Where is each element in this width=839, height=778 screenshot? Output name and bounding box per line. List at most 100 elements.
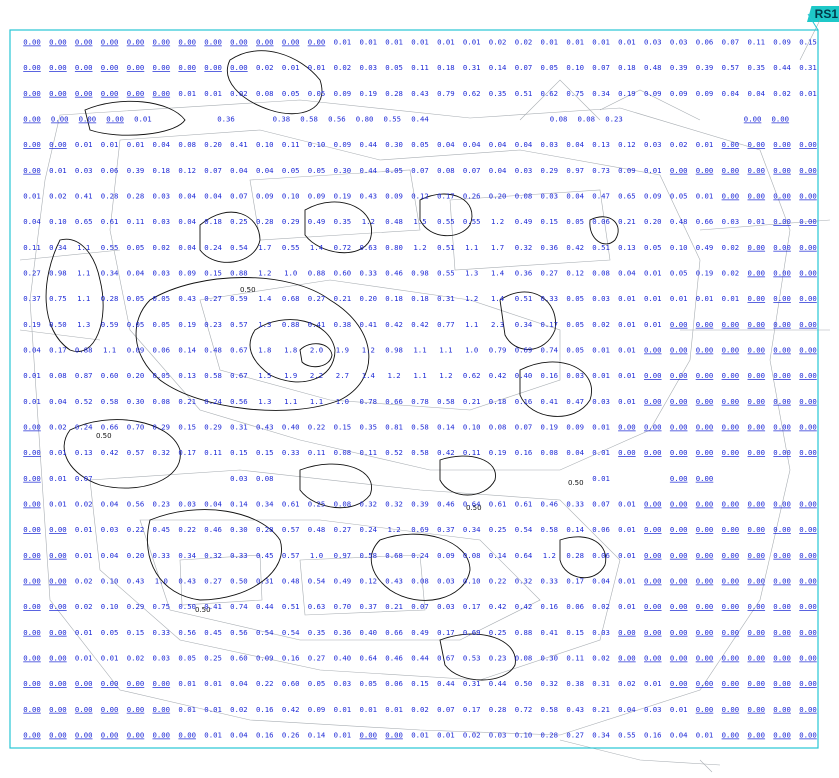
grid-value: 0.01 (49, 448, 67, 457)
grid-value: 0.56 (230, 397, 248, 406)
grid-value: 0.01 (23, 397, 41, 406)
grid-value: 0.48 (308, 525, 326, 534)
grid-value: 0.02 (463, 731, 481, 740)
grid-value: 0.28 (489, 705, 507, 714)
grid-value: 0.49 (308, 217, 326, 226)
grid-value: 0.01 (644, 320, 662, 329)
grid-value: 0.00 (748, 397, 766, 406)
grid-value: 0.44 (773, 63, 791, 72)
grid-value: 0.36 (515, 269, 533, 278)
grid-value: 0.14 (178, 346, 196, 355)
grid-value: 1.1 (77, 243, 90, 252)
grid-value: 0.51 (592, 243, 610, 252)
grid-value: 0.01 (799, 89, 817, 98)
grid-value: 0.00 (722, 705, 740, 714)
grid-value: 0.09 (256, 192, 274, 201)
grid-value: 0.03 (101, 525, 119, 534)
grid-value: 0.00 (748, 192, 766, 201)
grid-value: 0.88 (308, 269, 326, 278)
grid-value: 0.54 (230, 243, 248, 252)
grid-value: 0.41 (541, 397, 559, 406)
grid-value: 0.06 (101, 166, 119, 175)
grid-value: 0.66 (385, 397, 403, 406)
grid-value: 0.00 (49, 628, 67, 637)
grid-value: 0.38 (273, 115, 291, 124)
grid-value: 0.40 (360, 628, 378, 637)
grid-value: 0.41 (541, 628, 559, 637)
grid-value: 0.00 (75, 731, 93, 740)
grid-value: 0.00 (75, 38, 93, 47)
grid-value: 0.31 (463, 63, 481, 72)
grid-value: 0.58 (300, 115, 318, 124)
grid-value: 0.12 (360, 577, 378, 586)
grid-value: 0.00 (722, 628, 740, 637)
grid-value: 0.39 (696, 63, 714, 72)
grid-value: 0.33 (541, 294, 559, 303)
grid-value: 0.01 (385, 38, 403, 47)
grid-value: 0.10 (308, 140, 326, 149)
grid-value: 0.09 (334, 89, 352, 98)
grid-value: 0.65 (75, 217, 93, 226)
grid-value: 0.08 (463, 551, 481, 560)
grid-value: 0.00 (696, 679, 714, 688)
grid-value: 0.02 (75, 602, 93, 611)
grid-value: 0.01 (75, 525, 93, 534)
grid-value: 0.01 (49, 474, 67, 483)
grid-value: 0.00 (79, 115, 97, 124)
grid-value: 0.13 (178, 371, 196, 380)
grid-value: 0.30 (334, 166, 352, 175)
grid-value: 0.78 (360, 397, 378, 406)
grid-value: 0.00 (696, 500, 714, 509)
grid-value: 0.10 (463, 577, 481, 586)
grid-value: 0.00 (153, 705, 171, 714)
grid-value: 0.01 (592, 346, 610, 355)
grid-value: 0.00 (204, 63, 222, 72)
grid-value: 0.58 (204, 371, 222, 380)
grid-value: 1.3 (258, 320, 271, 329)
grid-value: 0.28 (101, 294, 119, 303)
grid-value: 0.41 (308, 320, 326, 329)
grid-value: 0.00 (670, 525, 688, 534)
grid-value: 0.69 (411, 525, 429, 534)
grid-value: 0.01 (75, 551, 93, 560)
grid-value: 0.04 (127, 269, 145, 278)
grid-value: 0.00 (773, 294, 791, 303)
grid-value: 0.08 (153, 397, 171, 406)
grid-value: 0.65 (618, 192, 636, 201)
grid-value: 0.00 (773, 423, 791, 432)
grid-value: 0.19 (489, 448, 507, 457)
grid-value: 0.00 (230, 63, 248, 72)
grid-value: 0.20 (127, 371, 145, 380)
grid-value: 0.00 (23, 500, 41, 509)
grid-value: 0.15 (799, 38, 817, 47)
grid-value: 0.08 (49, 371, 67, 380)
grid-value: 0.00 (799, 705, 817, 714)
grid-value: 0.00 (696, 166, 714, 175)
grid-value: 0.28 (566, 551, 584, 560)
grid-value: 0.55 (618, 731, 636, 740)
grid-value: 0.08 (437, 166, 455, 175)
grid-value: 0.00 (178, 731, 196, 740)
grid-value: 0.46 (204, 525, 222, 534)
grid-value: 2.2 (310, 371, 323, 380)
grid-value: 0.01 (618, 371, 636, 380)
contour-label: 0.50 (195, 606, 211, 614)
grid-value: 0.44 (360, 166, 378, 175)
grid-value: 1.3 (258, 397, 271, 406)
grid-value: 0.00 (773, 731, 791, 740)
grid-value: 0.00 (799, 166, 817, 175)
grid-value: 0.00 (722, 371, 740, 380)
grid-value: 0.33 (541, 577, 559, 586)
grid-value: 0.00 (748, 525, 766, 534)
grid-value: 0.24 (204, 397, 222, 406)
grid-value: 0.01 (696, 140, 714, 149)
grid-value: 0.44 (360, 140, 378, 149)
grid-value: 0.07 (411, 602, 429, 611)
grid-value: 0.08 (515, 192, 533, 201)
grid-value: 0.03 (230, 474, 248, 483)
grid-value: 0.27 (334, 525, 352, 534)
grid-value: 0.15 (411, 679, 429, 688)
grid-value: 0.23 (153, 500, 171, 509)
grid-value: 0.00 (644, 577, 662, 586)
contour-label: 0.50 (466, 504, 482, 512)
